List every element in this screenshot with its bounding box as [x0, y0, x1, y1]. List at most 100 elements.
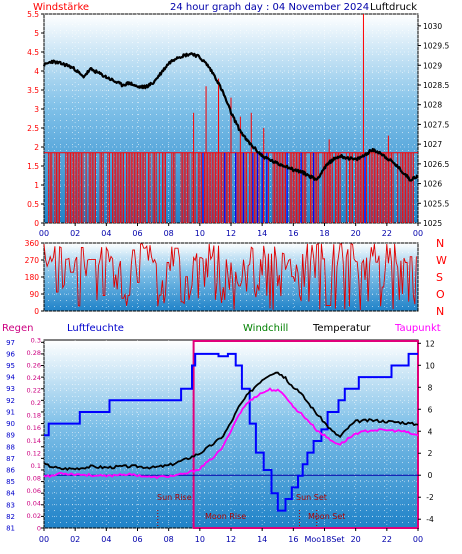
temperature-tick-label: 2 [428, 449, 433, 458]
hour-tick-label: 08 [164, 535, 174, 544]
pressure-tick-label: 1027 [423, 140, 442, 149]
humidity-tick-label: 95 [6, 362, 15, 370]
hour-tick-label: 16 [288, 229, 298, 238]
wind-tick-label: 1.5 [27, 162, 39, 171]
wind-tick-label: 0 [34, 219, 39, 228]
dewpoint-line [43, 387, 419, 480]
rain-tick-label: 0 [37, 525, 41, 533]
rain-tick-label: 0.24 [27, 374, 41, 382]
wind-direction-series [43, 243, 417, 311]
rain-tick-label: 0.14 [27, 437, 41, 445]
temperature-axis-ticks: -4 -2 0 2 4 6 8 10 12 [418, 339, 435, 524]
wind-tick-label: 3 [34, 105, 39, 114]
direction-tick-label: 270 [25, 256, 40, 265]
rain-tick-label: 0.08 [27, 474, 41, 482]
humidity-tick-label: 96 [6, 350, 15, 358]
compass-label: O [436, 288, 445, 301]
hour-tick-label: 22 [382, 535, 392, 544]
humidity-tick-label: 89 [6, 432, 15, 440]
chart-title: 24 hour graph day : 04 November 2024 [170, 2, 369, 13]
hour-tick-label: 20 [351, 535, 361, 544]
temperature-tick-label: 0 [428, 471, 433, 480]
hour-tick-label: 10 [195, 535, 205, 544]
rain-tick-label: 0.28 [27, 349, 41, 357]
sun-rise-label: Sun Rise [157, 493, 192, 502]
rain-tick-label: 0.06 [27, 487, 41, 495]
hour-tick-label: 16 [288, 535, 298, 544]
humidity-tick-label: 81 [6, 525, 15, 533]
wind-axis-ticks: 0 0.5 1 1.5 2 2.5 3 3.5 4 4.5 5 5.5 [27, 10, 44, 228]
rain-tick-label: 0.1 [31, 462, 41, 470]
compass-label: S [436, 271, 443, 284]
hour-tick-label: 14 [257, 535, 267, 544]
wind-gust-series [202, 152, 366, 223]
rain-legend: Regen [2, 323, 34, 334]
rain-tick-label: 0.2 [31, 399, 41, 407]
humidity-tick-label: 86 [6, 466, 15, 474]
humidity-legend: Luftfeuchte [67, 323, 124, 334]
temperature-tick-label: 4 [428, 427, 433, 436]
pressure-tick-label: 1028.5 [423, 81, 449, 90]
humidity-tick-label: 84 [6, 490, 15, 498]
hour-tick-label: 06 [132, 535, 142, 544]
sun-set-label: Sun Set [296, 493, 327, 502]
pressure-tick-label: 1029.5 [423, 42, 449, 51]
temperature-line [43, 371, 419, 472]
pressure-tick-label: 1029 [423, 61, 442, 70]
temperature-tick-label: 12 [425, 339, 435, 348]
hour-tick-label: 04 [101, 229, 111, 238]
humidity-tick-label: 88 [6, 443, 15, 451]
temperature-tick-label: -4 [426, 515, 434, 524]
dewpoint-legend: Taupunkt [394, 323, 441, 334]
rain-tick-label: 0.22 [27, 387, 41, 395]
humidity-tick-label: 85 [6, 478, 15, 486]
hour-tick-label: 04 [101, 535, 111, 544]
hour-tick-label: 00 [413, 229, 423, 238]
humidity-tick-label: 93 [6, 385, 15, 393]
rain-tick-label: 0.12 [27, 449, 41, 457]
hour-tick-label: 12 [226, 229, 236, 238]
wind-direction-grid [43, 242, 419, 312]
rain-tick-label: 0.26 [27, 362, 41, 370]
humidity-line [44, 352, 418, 512]
temperature-tick-label: 8 [428, 383, 433, 392]
wind-pressure-x-ticks: 00 02 04 06 08 10 12 14 16 18 20 22 00 [39, 223, 423, 238]
pressure-line [42, 52, 419, 182]
windchill-legend: Windchill [243, 323, 288, 334]
wind-axis-title: Windstärke [33, 2, 89, 13]
wind-tick-label: 3.5 [27, 86, 39, 95]
pressure-tick-label: 1025.5 [423, 199, 449, 208]
hour-tick-label: 20 [351, 229, 361, 238]
hour-tick-label: 12 [226, 535, 236, 544]
direction-tick-label: 0 [34, 307, 39, 316]
dewpoint-series [43, 387, 419, 480]
humidity-tick-label: 90 [6, 420, 15, 428]
moon-rise-label: Moon Rise [205, 512, 246, 521]
temperature-tick-label: 6 [428, 405, 433, 414]
compass-label: W [436, 254, 447, 267]
humidity-tick-label: 92 [6, 397, 15, 405]
temperature-legend: Temperatur [312, 323, 371, 334]
wind-pressure-grid [43, 13, 419, 224]
rain-tick-label: 0.3 [31, 337, 41, 345]
wind-tick-label: 2.5 [27, 124, 39, 133]
hour-tick-label: 08 [164, 229, 174, 238]
hour-tick-label: Moo18Set [304, 535, 344, 544]
hour-tick-label: 18 [319, 229, 329, 238]
pressure-tick-label: 1028 [423, 101, 442, 110]
wind-tick-label: 5.5 [27, 10, 39, 19]
hour-tick-label: 02 [70, 535, 80, 544]
rain-tick-label: 0.02 [27, 512, 41, 520]
hour-tick-label: 02 [70, 229, 80, 238]
wind-direction-line [43, 243, 417, 311]
direction-tick-label: 180 [25, 273, 40, 282]
pressure-tick-label: 1027.5 [423, 120, 449, 129]
hour-tick-label: 14 [257, 229, 267, 238]
pressure-tick-label: 1026.5 [423, 160, 449, 169]
pressure-tick-label: 1026 [423, 180, 442, 189]
pressure-tick-label: 1025 [423, 219, 442, 228]
pressure-axis-ticks: 1025 1025.5 1026 1026.5 1027 1027.5 1028 1028.5… [418, 22, 449, 228]
rain-tick-label: 0.04 [27, 499, 41, 507]
